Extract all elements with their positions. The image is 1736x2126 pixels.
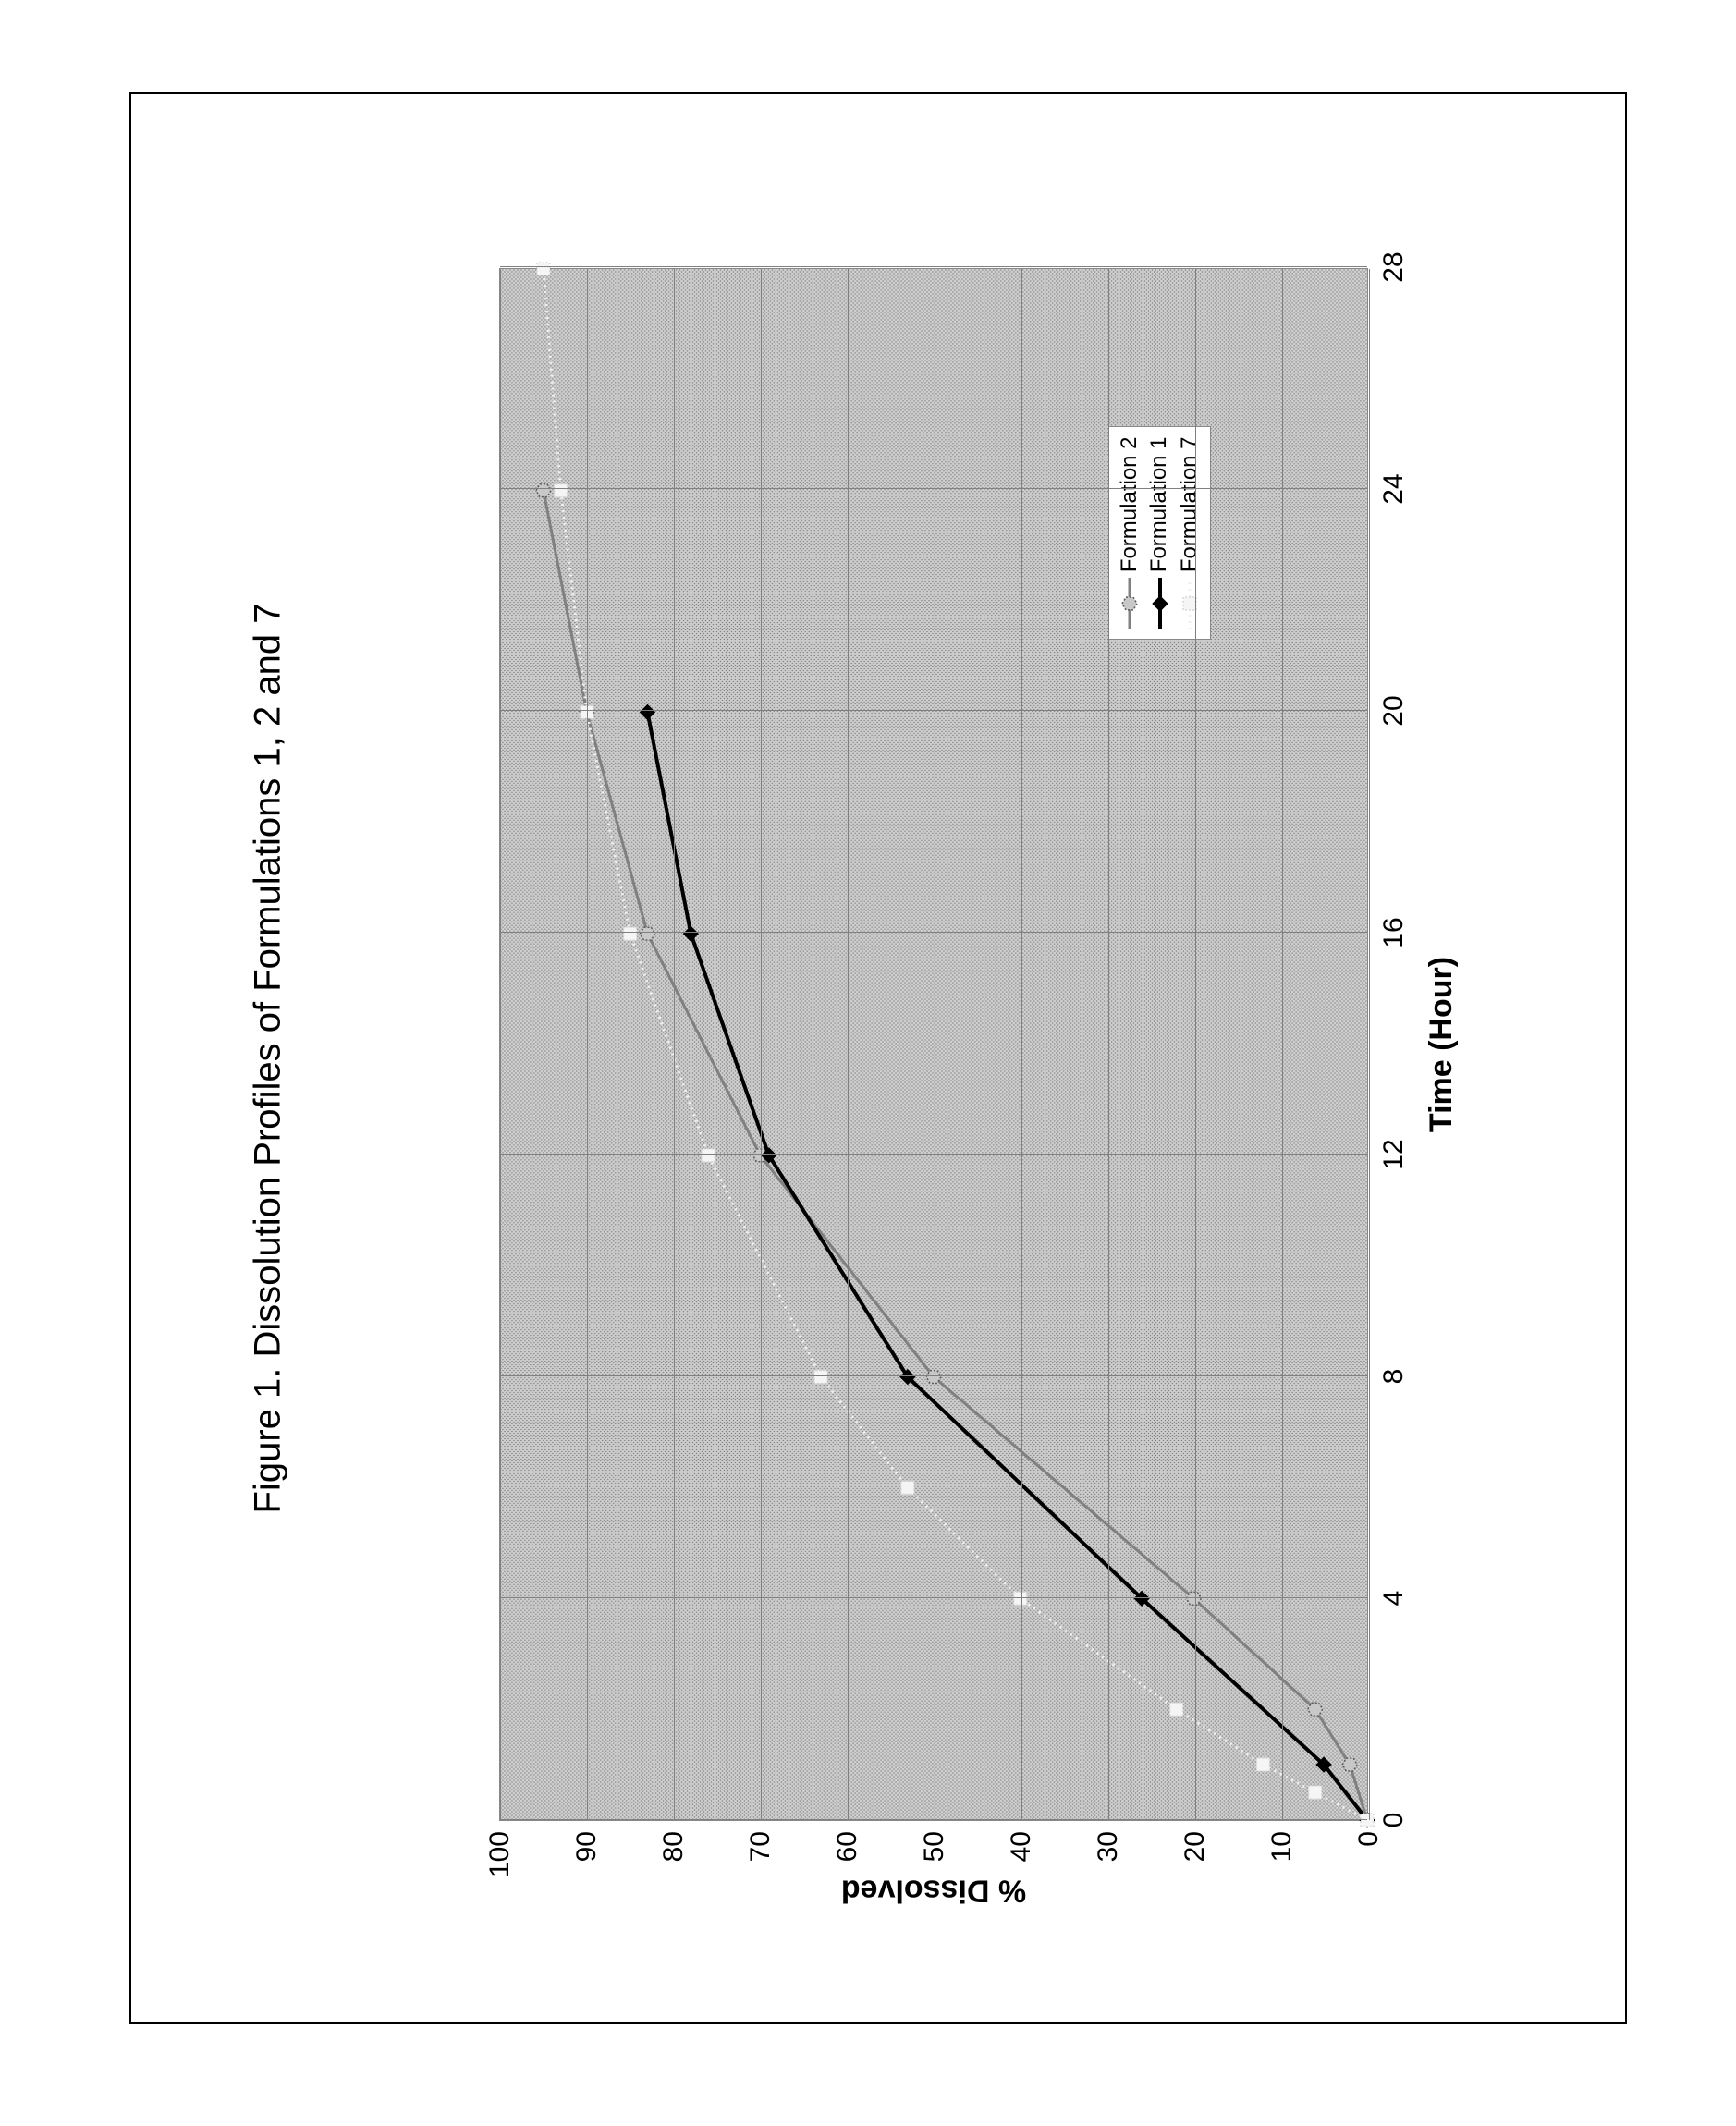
- x-tick-label: 12: [1367, 1139, 1410, 1169]
- legend-label: Formulation 7: [1175, 436, 1204, 572]
- series-marker: [814, 1371, 827, 1384]
- y-tick-label: 90: [571, 1820, 603, 1862]
- x-tick-label: 20: [1367, 695, 1410, 726]
- series-marker: [926, 1371, 941, 1384]
- series-marker: [683, 926, 698, 941]
- series-layer: [500, 269, 1367, 1820]
- series-marker: [555, 484, 568, 497]
- gridline-v: [500, 710, 1367, 711]
- gridline-h: [1282, 269, 1283, 1820]
- x-axis-label: Time (Hour): [1424, 957, 1460, 1132]
- y-tick-label: 70: [745, 1820, 776, 1862]
- x-tick-label: 16: [1367, 917, 1410, 947]
- legend-label: Formulation 1: [1144, 436, 1174, 572]
- y-tick-label: 20: [1180, 1820, 1211, 1862]
- x-tick-label: 28: [1367, 251, 1410, 282]
- gridline-h: [1195, 269, 1196, 1820]
- gridline-v: [500, 1819, 1367, 1820]
- plot-area: Formulation 2Formulation 1Formulation 7 …: [499, 268, 1368, 1821]
- gridline-v: [500, 266, 1367, 267]
- series-line: [544, 491, 1367, 1820]
- legend-item: Formulation 2: [1115, 436, 1144, 629]
- series-marker: [640, 704, 654, 719]
- y-tick-label: 80: [658, 1820, 690, 1862]
- series-marker: [1186, 1592, 1201, 1605]
- gridline-h: [500, 269, 501, 1820]
- gridline-v: [500, 488, 1367, 489]
- legend-swatch: [1120, 578, 1139, 629]
- x-tick-label: 8: [1367, 1369, 1410, 1385]
- gridline-h: [674, 269, 675, 1820]
- gridline-v: [500, 1154, 1367, 1155]
- series-marker: [1014, 1592, 1027, 1605]
- y-tick-label: 40: [1006, 1820, 1037, 1862]
- series-marker: [1170, 1703, 1183, 1716]
- legend-item: Formulation 1: [1144, 436, 1174, 629]
- gridline-h: [761, 269, 762, 1820]
- gridline-v: [500, 932, 1367, 933]
- series-line: [647, 712, 1367, 1820]
- x-tick-label: 4: [1367, 1591, 1410, 1607]
- y-tick-label: 100: [484, 1820, 516, 1877]
- legend-label: Formulation 2: [1115, 436, 1144, 572]
- gridline-h: [1021, 269, 1022, 1820]
- legend-item: Formulation 7: [1175, 436, 1204, 629]
- y-tick-label: 30: [1093, 1820, 1124, 1862]
- series-line: [544, 269, 1367, 1820]
- series-marker: [702, 1149, 715, 1162]
- series-marker: [640, 927, 654, 940]
- y-tick-label: 60: [832, 1820, 863, 1862]
- gridline-h: [1108, 269, 1109, 1820]
- y-axis-label: % Dissolved: [841, 1873, 1026, 1909]
- series-marker: [624, 927, 637, 940]
- y-tick-label: 50: [919, 1820, 950, 1862]
- series-marker: [901, 1481, 914, 1494]
- series-marker: [1256, 1758, 1269, 1771]
- plot-container: Formulation 2Formulation 1Formulation 7 …: [490, 259, 1507, 1904]
- gridline-h: [587, 269, 588, 1820]
- gridline-h: [848, 269, 849, 1820]
- series-marker: [537, 263, 550, 275]
- figure-title: Figure 1. Dissolution Profiles of Formul…: [248, 604, 289, 1514]
- series-marker: [1308, 1703, 1323, 1716]
- page: Figure 1. Dissolution Profiles of Formul…: [0, 0, 1736, 2126]
- x-tick-label: 0: [1367, 1813, 1410, 1828]
- series-marker: [536, 484, 551, 497]
- x-tick-label: 24: [1367, 473, 1410, 504]
- series-marker: [1309, 1786, 1322, 1799]
- series-marker: [1342, 1758, 1357, 1771]
- y-tick-label: 10: [1266, 1820, 1298, 1862]
- legend-swatch: [1151, 578, 1169, 629]
- gridline-v: [500, 1597, 1367, 1598]
- gridline-v: [500, 1375, 1367, 1376]
